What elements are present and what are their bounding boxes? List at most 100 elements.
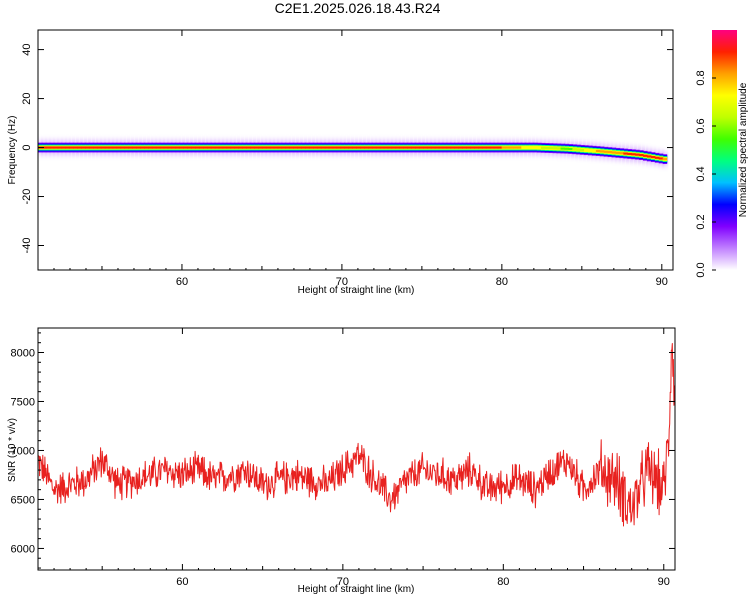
spectrogram-y-tick-label: -40 bbox=[21, 238, 33, 254]
spectrogram-cell bbox=[65, 146, 71, 149]
spectrogram-cell bbox=[226, 146, 232, 149]
spectrogram-y-tick-label: 0 bbox=[21, 144, 33, 150]
snr-panel: 60 70 80 90 6000 6500 7000 7500 8000 Height of s… bbox=[7, 327, 676, 595]
spectrogram-cell bbox=[340, 146, 346, 149]
snr-y-tick-label: 7000 bbox=[11, 445, 35, 457]
spectrogram-cell bbox=[654, 156, 660, 159]
spectrogram-cell bbox=[572, 148, 577, 151]
colorbar-tick-label: 0.6 bbox=[695, 118, 707, 133]
spectrogram-cell bbox=[356, 146, 361, 149]
spectrogram-cell bbox=[289, 146, 294, 149]
spectrogram-cell bbox=[599, 150, 605, 153]
spectrogram-cell bbox=[41, 146, 47, 149]
snr-x-tick-label: 80 bbox=[497, 576, 509, 588]
snr-plot-frame bbox=[37, 327, 676, 571]
spectrogram-cell bbox=[505, 146, 511, 149]
snr-x-tick-label: 70 bbox=[337, 576, 349, 588]
spectrogram-cell bbox=[254, 146, 259, 149]
spectrogram-cell bbox=[151, 146, 157, 149]
spectrogram-cell bbox=[277, 146, 283, 149]
spectrogram-cell bbox=[426, 146, 432, 149]
spectrogram-cell bbox=[643, 154, 648, 157]
spectrogram-cell bbox=[607, 151, 613, 154]
spectrogram-cell bbox=[631, 153, 636, 156]
spectrogram-y-tick-label: -20 bbox=[21, 189, 33, 205]
spectrogram-cell bbox=[159, 146, 165, 149]
spectrogram-cell bbox=[650, 156, 656, 159]
snr-y-tick-label: 6500 bbox=[11, 494, 35, 506]
spectrogram-cell bbox=[462, 146, 467, 149]
spectrogram-cell bbox=[183, 146, 188, 149]
spectrogram-cell bbox=[454, 146, 459, 149]
spectrogram-cell bbox=[124, 146, 129, 149]
spectrogram-cell bbox=[273, 146, 279, 149]
snr-series-line bbox=[38, 343, 675, 527]
spectrogram-cell bbox=[407, 146, 412, 149]
spectrogram-cell bbox=[360, 146, 365, 149]
colorbar-tick-label: 0.2 bbox=[695, 214, 707, 229]
spectrogram-cell bbox=[615, 151, 621, 154]
spectrogram-cell bbox=[603, 150, 609, 153]
spectrogram-cell bbox=[548, 147, 554, 150]
spectrogram-cell bbox=[662, 158, 668, 161]
spectrogram-cell bbox=[53, 146, 59, 149]
spectrogram-cell bbox=[167, 146, 173, 149]
spectrogram-cell bbox=[57, 146, 63, 149]
spectrogram-cell bbox=[560, 147, 566, 150]
snr-y-tick-label: 8000 bbox=[11, 347, 35, 359]
snr-y-axis-label: SNR (10 * v/v) bbox=[7, 418, 18, 482]
spectrogram-cell bbox=[379, 146, 385, 149]
spectrogram-cell bbox=[281, 146, 287, 149]
spectrogram-cell bbox=[140, 146, 145, 149]
spectrogram-cell bbox=[206, 146, 212, 149]
spectrogram-cell bbox=[619, 152, 624, 155]
spectrogram-cell bbox=[250, 146, 255, 149]
colorbar-gradient bbox=[712, 30, 737, 270]
spectrogram-cell bbox=[258, 146, 263, 149]
spectrogram-cell bbox=[210, 146, 216, 149]
spectrogram-cell bbox=[595, 149, 601, 153]
colorbar-tick-label: 0.8 bbox=[695, 70, 707, 85]
spectrogram-cell bbox=[222, 146, 228, 149]
spectrogram-cell bbox=[45, 146, 51, 149]
spectrogram-cell bbox=[411, 146, 416, 149]
colorbar: 0.0 0.2 0.4 0.6 0.8 Normalized spectral ampl… bbox=[695, 30, 749, 278]
spectrogram-cell bbox=[544, 146, 550, 150]
spectrogram-cell bbox=[529, 146, 534, 149]
spectrogram-cell bbox=[481, 146, 487, 149]
spectrogram-cell bbox=[403, 146, 408, 149]
spectrogram-cell bbox=[128, 146, 133, 149]
spectrogram-cell bbox=[415, 146, 420, 149]
spectrogram-cell bbox=[525, 146, 530, 149]
spectrogram-cell bbox=[336, 146, 342, 149]
spectrogram-cell bbox=[116, 146, 122, 149]
spectrogram-cell bbox=[77, 146, 82, 149]
spectrogram-cell bbox=[132, 146, 137, 149]
spectrogram-cell bbox=[430, 146, 436, 149]
spectrogram-cell bbox=[387, 146, 393, 149]
snr-y-tick-label: 6000 bbox=[11, 543, 35, 555]
spectrogram-cell bbox=[112, 146, 118, 149]
spectrogram-cell bbox=[297, 146, 302, 149]
spectrogram-cell bbox=[466, 146, 471, 149]
spectrogram-cell bbox=[136, 146, 141, 149]
spectrogram-cell bbox=[269, 146, 275, 149]
spectrogram-cell bbox=[246, 146, 251, 149]
spectrogram-cell bbox=[73, 146, 78, 149]
spectrogram-cell bbox=[536, 146, 542, 149]
spectrogram-y-tick-label: 40 bbox=[21, 43, 33, 55]
spectrogram-cell bbox=[478, 146, 483, 149]
spectrogram-cell bbox=[521, 146, 526, 149]
spectrogram-cell bbox=[199, 146, 204, 149]
spectrogram-cell bbox=[89, 146, 94, 149]
spectrogram-cell bbox=[155, 146, 161, 149]
spectrogram-cell bbox=[187, 146, 192, 149]
colorbar-label: Normalized spectral amplitude bbox=[738, 82, 749, 217]
spectrogram-cell bbox=[171, 146, 177, 149]
spectrogram-cell bbox=[489, 146, 495, 149]
spectrogram-cell bbox=[328, 146, 334, 149]
spectrogram-cell bbox=[646, 155, 652, 158]
spectrogram-x-axis-label: Height of straight line (km) bbox=[298, 285, 415, 296]
spectrogram-cell bbox=[611, 151, 617, 154]
spectrogram-y-tick-label: 20 bbox=[21, 92, 33, 104]
